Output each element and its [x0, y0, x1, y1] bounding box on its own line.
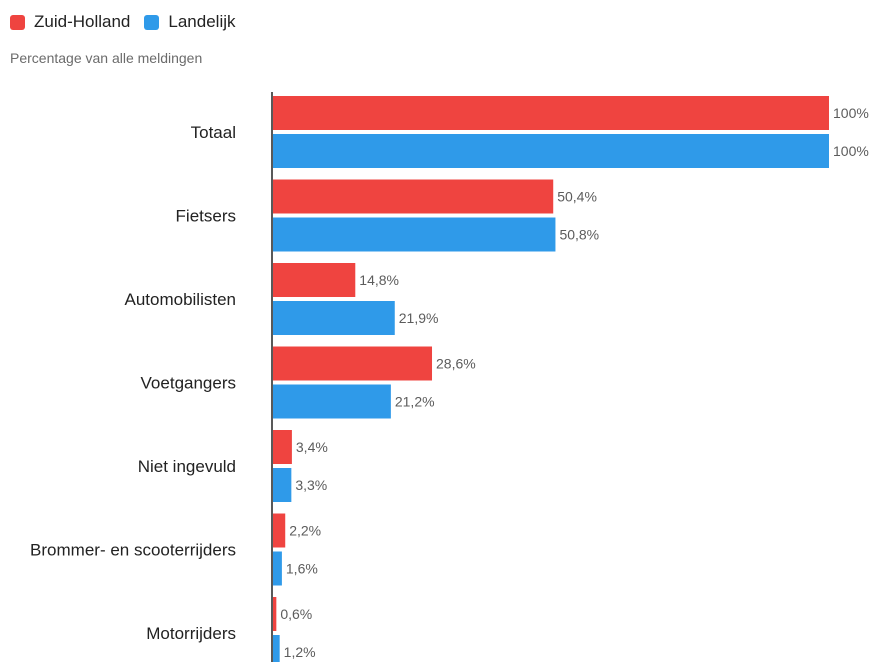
category-label-brommer-en-scooterrijders: Brommer- en scooterrijders — [30, 541, 236, 560]
category-label-totaal: Totaal — [191, 123, 236, 142]
category-label-automobilisten: Automobilisten — [124, 290, 236, 309]
value-label-motorrijders-zuid-holland: 0,6% — [280, 606, 312, 622]
bar-brommer-en-scooterrijders-zuid-holland[interactable] — [273, 513, 286, 548]
legend-swatch-zuid-holland — [10, 14, 25, 30]
value-label-niet-ingevuld-zuid-holland: 3,4% — [296, 439, 328, 455]
bar-fietsers-zuid-holland[interactable] — [273, 179, 554, 214]
category-label-fietsers: Fietsers — [176, 207, 236, 226]
value-label-brommer-en-scooterrijders-zuid-holland: 2,2% — [289, 523, 321, 539]
value-label-totaal-zuid-holland: 100% — [833, 105, 869, 121]
category-label-niet-ingevuld: Niet ingevuld — [138, 457, 236, 476]
bar-totaal-landelijk[interactable] — [273, 134, 829, 168]
value-label-voetgangers-landelijk: 21,2% — [395, 394, 435, 410]
legend-item-zuid-holland[interactable]: Zuid-Holland — [10, 10, 130, 34]
value-label-automobilisten-zuid-holland: 14,8% — [359, 272, 399, 288]
value-label-voetgangers-zuid-holland: 28,6% — [436, 356, 476, 372]
bar-brommer-en-scooterrijders-landelijk[interactable] — [273, 551, 282, 586]
value-label-fietsers-zuid-holland: 50,4% — [557, 189, 597, 205]
bar-voetgangers-landelijk[interactable] — [273, 384, 391, 419]
bar-automobilisten-landelijk[interactable] — [273, 301, 395, 335]
bar-motorrijders-landelijk[interactable] — [273, 635, 280, 662]
category-label-motorrijders: Motorrijders — [146, 624, 236, 643]
legend-swatch-landelijk — [144, 14, 160, 30]
bar-fietsers-landelijk[interactable] — [273, 217, 556, 252]
bar-automobilisten-zuid-holland[interactable] — [273, 263, 356, 297]
chart-legend: Zuid-Holland Landelijk — [10, 10, 250, 34]
value-label-niet-ingevuld-landelijk: 3,3% — [295, 477, 327, 493]
value-label-motorrijders-landelijk: 1,2% — [284, 644, 316, 660]
bar-motorrijders-zuid-holland[interactable] — [273, 597, 277, 631]
value-label-fietsers-landelijk: 50,8% — [559, 227, 599, 243]
bar-niet-ingevuld-landelijk[interactable] — [273, 468, 292, 502]
legend-label-landelijk: Landelijk — [168, 12, 236, 31]
bar-totaal-zuid-holland[interactable] — [273, 96, 829, 130]
value-label-automobilisten-landelijk: 21,9% — [399, 310, 439, 326]
legend-item-landelijk[interactable]: Landelijk — [144, 10, 236, 34]
bar-voetgangers-zuid-holland[interactable] — [273, 346, 433, 381]
category-label-voetgangers: Voetgangers — [141, 374, 236, 393]
chart-subtitle: Percentage van alle meldingen — [10, 50, 203, 66]
value-label-totaal-landelijk: 100% — [833, 143, 869, 159]
legend-label-zuid-holland: Zuid-Holland — [34, 12, 131, 31]
bar-niet-ingevuld-zuid-holland[interactable] — [273, 430, 292, 464]
value-label-brommer-en-scooterrijders-landelijk: 1,6% — [286, 561, 318, 577]
